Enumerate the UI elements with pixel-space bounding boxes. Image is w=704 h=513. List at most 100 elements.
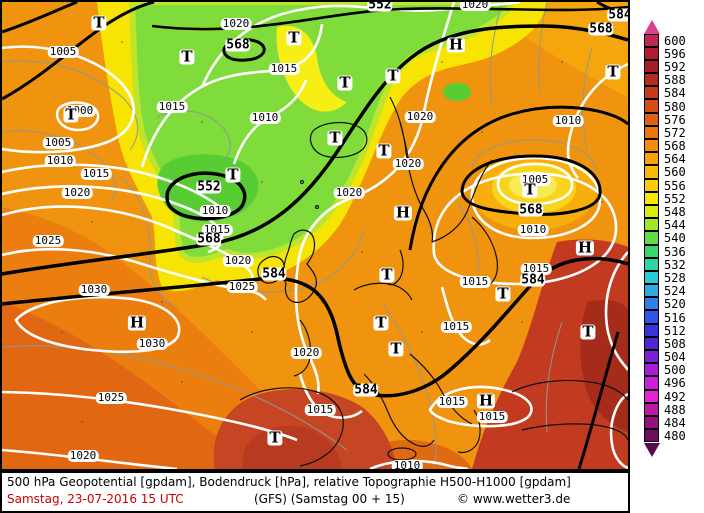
colorbar-row: 532 bbox=[644, 257, 686, 272]
isobar-label: 1030 bbox=[78, 283, 110, 296]
high-center-label: H bbox=[476, 391, 496, 410]
low-center-label: T bbox=[379, 265, 395, 284]
colorbar-tick-label: 580 bbox=[664, 99, 686, 114]
geopotential-label: 568 bbox=[518, 202, 544, 218]
low-center-label: T bbox=[179, 47, 195, 66]
low-center-label: T bbox=[225, 165, 241, 184]
colorbar: 600 596 592 588 584 580 576 572 568 564 560 556 552 5… bbox=[644, 20, 686, 457]
grid-dots bbox=[41, 41, 613, 443]
isobar-label: 1020 bbox=[459, 0, 491, 11]
isobar-label: 1020 bbox=[61, 186, 93, 199]
map-panel: 1020 1020 1015 1005 1015 1000 1005 1010 1015 1020… bbox=[0, 0, 630, 471]
isobar-label: 1020 bbox=[333, 186, 365, 199]
colorbar-cell bbox=[644, 125, 659, 139]
colorbar-cell bbox=[644, 376, 659, 390]
colorbar-cell bbox=[644, 86, 659, 100]
colorbar-cell bbox=[644, 231, 659, 245]
isobar-label: 1020 bbox=[392, 157, 424, 170]
colorbar-row: 496 bbox=[644, 376, 686, 390]
colorbar-tick-label: 520 bbox=[664, 297, 686, 312]
colorbar-tick-label: 508 bbox=[664, 336, 686, 351]
colorbar-panel: 600 596 592 588 584 580 576 572 568 564 560 556 552 5… bbox=[630, 0, 704, 513]
coastlines bbox=[239, 96, 628, 467]
colorbar-tick-label: 504 bbox=[664, 350, 686, 365]
colorbar-row: 552 bbox=[644, 191, 686, 206]
colorbar-row: 484 bbox=[644, 415, 686, 430]
low-center-label: T bbox=[522, 180, 538, 199]
colorbar-row: 488 bbox=[644, 402, 686, 417]
isobar-label: 1025 bbox=[95, 391, 127, 404]
colorbar-row: 492 bbox=[644, 389, 686, 404]
colorbar-cell bbox=[644, 336, 659, 350]
geopotential-label: 568 bbox=[588, 21, 614, 37]
colorbar-tick-label: 568 bbox=[664, 139, 686, 154]
colorbar-tick-label: 564 bbox=[664, 152, 686, 167]
geopotential-label: 568 bbox=[196, 231, 222, 247]
copyright-credit: © www.wetter3.de bbox=[457, 492, 571, 506]
colorbar-cell bbox=[644, 73, 659, 87]
colorbar-cell bbox=[644, 191, 659, 205]
low-center-label: T bbox=[337, 73, 353, 92]
colorbar-row: 480 bbox=[644, 429, 686, 444]
map-graphic: 1020 1020 1015 1005 1015 1000 1005 1010 1015 1020… bbox=[2, 2, 628, 469]
colorbar-tick-label: 512 bbox=[664, 323, 686, 338]
colorbar-cell bbox=[644, 389, 659, 403]
colorbar-cell bbox=[644, 429, 659, 443]
colorbar-row: 576 bbox=[644, 112, 686, 127]
low-center-label: T bbox=[286, 28, 302, 47]
colorbar-tick-label: 596 bbox=[664, 46, 686, 61]
colorbar-tick-label: 552 bbox=[664, 191, 686, 206]
isobar-label: 1020 bbox=[290, 346, 322, 359]
colorbar-tick-label: 488 bbox=[664, 402, 686, 417]
isobar-label: 1015 bbox=[156, 100, 188, 113]
colorbar-tick-label: 516 bbox=[664, 310, 686, 325]
colorbar-row: 584 bbox=[644, 86, 686, 100]
low-center-label: T bbox=[495, 284, 511, 303]
colorbar-tick-label: 480 bbox=[664, 429, 686, 444]
colorbar-row: 528 bbox=[644, 270, 686, 285]
colorbar-row: 512 bbox=[644, 323, 686, 338]
low-center-label: T bbox=[373, 313, 389, 332]
colorbar-cell bbox=[644, 270, 659, 285]
low-center-label: T bbox=[91, 13, 107, 32]
colorbar-tick-label: 572 bbox=[664, 125, 686, 140]
colorbar-tick-label: 588 bbox=[664, 73, 686, 88]
isobar-label: 1015 bbox=[476, 410, 508, 423]
colorbar-row: 596 bbox=[644, 46, 686, 61]
colorbar-row: 600 bbox=[644, 33, 686, 48]
colorbar-row: 588 bbox=[644, 73, 686, 88]
colorbar-cell bbox=[644, 218, 659, 232]
colorbar-cells: 600 596 592 588 584 580 576 572 568 564 560 556 552 5… bbox=[644, 33, 686, 444]
low-center-label: T bbox=[605, 62, 621, 81]
isobar-label: 1010 bbox=[517, 223, 549, 236]
high-center-label: H bbox=[575, 238, 595, 257]
low-center-label: T bbox=[63, 105, 79, 124]
colorbar-tick-label: 528 bbox=[664, 270, 686, 285]
weather-map-svg bbox=[2, 2, 628, 469]
relative-topography-contours bbox=[2, 2, 597, 469]
colorbar-cell bbox=[644, 297, 659, 311]
isobar-label: 1020 bbox=[404, 110, 436, 123]
isobar-label: 1015 bbox=[520, 262, 552, 275]
colorbar-row: 524 bbox=[644, 284, 686, 298]
colorbar-row: 556 bbox=[644, 178, 686, 193]
colorbar-row: 560 bbox=[644, 165, 686, 179]
colorbar-tick-label: 544 bbox=[664, 218, 686, 233]
colorbar-cell bbox=[644, 310, 659, 324]
geopotential-label: 584 bbox=[261, 266, 287, 282]
low-center-label: T bbox=[267, 428, 283, 447]
colorbar-cell bbox=[644, 165, 659, 179]
colorbar-cell bbox=[644, 350, 659, 364]
colorbar-tick-label: 600 bbox=[664, 33, 686, 48]
isobar-label: 1010 bbox=[391, 459, 423, 471]
colorbar-row: 548 bbox=[644, 204, 686, 219]
colorbar-row: 592 bbox=[644, 59, 686, 74]
isobar-label: 1015 bbox=[440, 320, 472, 333]
isobar-label: 1015 bbox=[459, 275, 491, 288]
isobar-label: 1005 bbox=[47, 45, 79, 58]
geopotential-label: 568 bbox=[225, 37, 251, 53]
colorbar-row: 516 bbox=[644, 310, 686, 325]
colorbar-tick-label: 532 bbox=[664, 257, 686, 272]
geopotential-label: 584 bbox=[520, 272, 546, 288]
